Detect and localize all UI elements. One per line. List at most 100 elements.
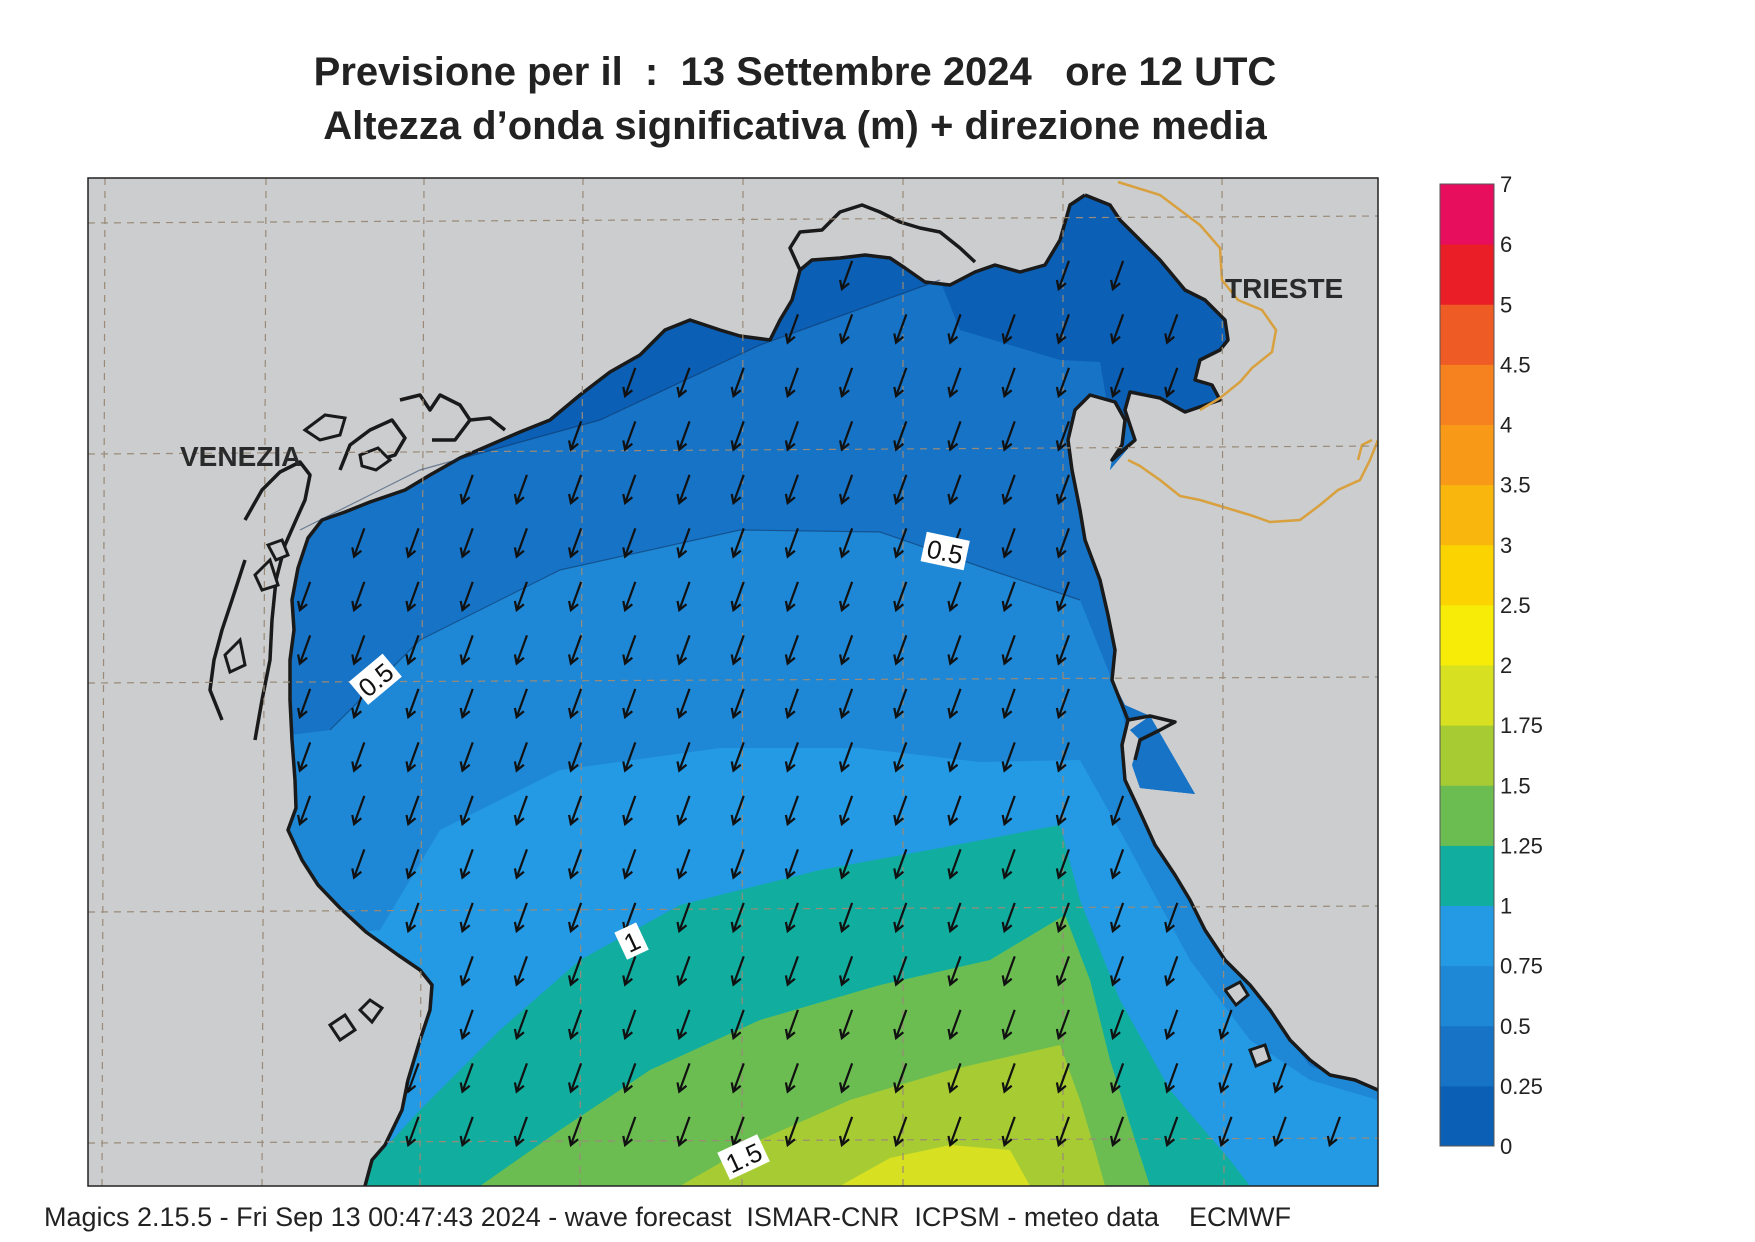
legend-tick-label: 4 — [1500, 413, 1512, 438]
legend-swatch — [1440, 1085, 1494, 1147]
wave-arrow — [405, 688, 420, 720]
wave-arrow — [784, 795, 799, 827]
legend-swatch — [1440, 905, 1494, 967]
wave-arrow — [1164, 367, 1179, 399]
svg-text:0.5: 0.5 — [924, 534, 966, 571]
wave-arrow — [893, 635, 908, 666]
legend-tick-label: 1.5 — [1500, 773, 1531, 798]
wave-arrow — [459, 688, 474, 720]
wave-arrow — [1110, 260, 1125, 292]
legend-swatch — [1440, 184, 1494, 245]
wave-arrow — [405, 1063, 420, 1094]
wave-arrow — [568, 581, 583, 613]
map-frame — [87, 177, 1379, 1187]
wave-arrow — [730, 367, 745, 399]
wave-arrow — [1272, 1116, 1287, 1148]
wave-arrow — [405, 795, 420, 827]
title-line-2: Altezza d’onda significativa (m) + direz… — [323, 104, 1267, 148]
wave-arrow — [297, 688, 312, 720]
legend-tick-label: 3 — [1500, 533, 1512, 558]
wave-arrow — [568, 635, 583, 666]
legend-tick-label: 0.25 — [1500, 1074, 1543, 1099]
wave-arrow — [1218, 1116, 1233, 1148]
wave-arrow — [730, 421, 745, 452]
wave-arrow — [893, 314, 908, 345]
wave-arrow — [839, 367, 854, 399]
wave-direction-arrows — [297, 260, 1341, 1148]
wave-arrow — [947, 688, 962, 720]
wave-arrow — [568, 849, 583, 880]
wave-arrow — [1055, 528, 1070, 559]
wave-arrow — [784, 581, 799, 613]
wave-arrow — [1001, 314, 1016, 345]
wave-arrow — [730, 528, 745, 559]
city-label-venezia: VENEZIA — [180, 441, 301, 472]
contour-lines — [299, 279, 1081, 731]
wave-arrow — [1055, 314, 1070, 345]
wave-arrow — [676, 795, 691, 827]
legend-swatch — [1440, 604, 1494, 666]
wave-arrow — [947, 795, 962, 827]
wave-arrow — [622, 1009, 637, 1041]
legend-tick-label: 0 — [1500, 1134, 1512, 1159]
wave-arrow — [730, 742, 745, 773]
wave-arrow — [459, 956, 474, 987]
wave-arrow — [947, 902, 962, 934]
wave-arrow — [513, 956, 528, 987]
wave-arrow — [1164, 956, 1179, 987]
wave-arrow — [947, 1116, 962, 1148]
wave-arrow — [676, 474, 691, 506]
wave-arrow — [351, 581, 366, 613]
wave-arrow — [730, 1009, 745, 1041]
wave-arrow — [893, 902, 908, 934]
wave-arrow — [893, 1116, 908, 1148]
wave-arrow — [839, 902, 854, 934]
wave-arrow — [839, 1009, 854, 1041]
wave-arrow — [839, 849, 854, 880]
wave-arrow — [622, 688, 637, 720]
wave-arrow — [622, 1116, 637, 1148]
wave-arrow — [351, 635, 366, 666]
wave-arrow — [730, 581, 745, 613]
wave-arrow — [622, 1063, 637, 1094]
wave-arrow — [1055, 581, 1070, 613]
wave-arrow — [1055, 956, 1070, 987]
wave-arrow — [459, 581, 474, 613]
wave-arrow — [1218, 1063, 1233, 1094]
wave-arrow — [351, 742, 366, 773]
legend-tick-label: 4.5 — [1500, 352, 1531, 377]
legend-tick-label: 7 — [1500, 172, 1512, 197]
wave-arrow — [1164, 1116, 1179, 1148]
wave-arrow — [1055, 367, 1070, 399]
wave-arrow — [622, 849, 637, 880]
wave-arrow — [622, 795, 637, 827]
wave-arrow — [893, 1063, 908, 1094]
wave-arrow — [893, 956, 908, 987]
wave-arrow — [947, 421, 962, 452]
wave-arrow — [1055, 1063, 1070, 1094]
wave-arrow — [459, 742, 474, 773]
wave-height-field — [288, 195, 1378, 1186]
wave-arrow — [568, 902, 583, 934]
wave-arrow — [947, 635, 962, 666]
wave-arrow — [947, 367, 962, 399]
wave-arrow — [839, 635, 854, 666]
wave-arrow — [405, 581, 420, 613]
wave-arrow — [1164, 902, 1179, 934]
legend-tick-label: 1.25 — [1500, 833, 1543, 858]
wave-arrow — [513, 635, 528, 666]
wave-arrow — [1001, 528, 1016, 559]
wave-arrow — [730, 1116, 745, 1148]
wave-arrow — [568, 528, 583, 559]
wave-arrow — [784, 635, 799, 666]
wave-arrow — [1055, 421, 1070, 452]
wave-arrow — [784, 902, 799, 934]
wave-arrow — [784, 1009, 799, 1041]
legend-swatch — [1440, 1025, 1494, 1087]
wave-arrow — [839, 1063, 854, 1094]
wave-arrow — [947, 314, 962, 345]
wave-arrow — [297, 742, 312, 773]
wave-arrow — [1001, 367, 1016, 399]
wave-arrow — [1055, 795, 1070, 827]
wave-arrow — [1055, 742, 1070, 773]
